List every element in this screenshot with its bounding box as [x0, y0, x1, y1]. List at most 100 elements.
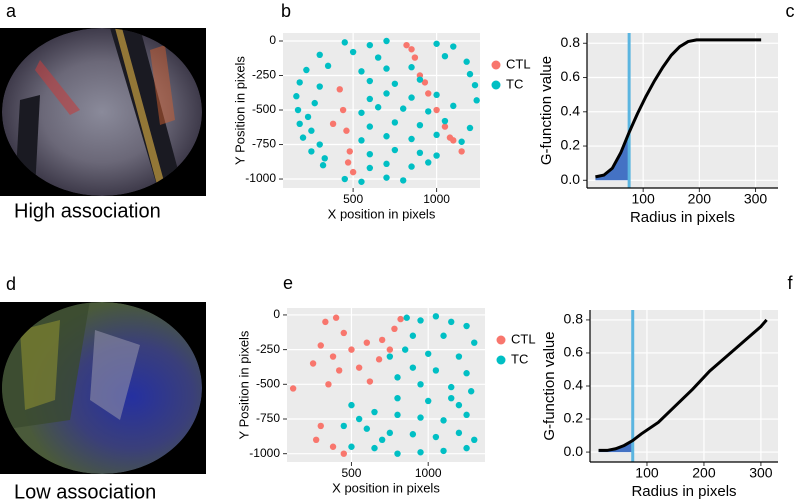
point	[416, 121, 424, 129]
point	[366, 378, 374, 385]
point	[358, 137, 365, 144]
point	[374, 54, 382, 61]
point	[366, 41, 374, 49]
point	[416, 149, 424, 157]
point	[433, 40, 440, 47]
point	[425, 108, 432, 115]
point	[339, 106, 347, 114]
point	[458, 138, 465, 145]
x-tick-label: 1000	[415, 466, 442, 480]
x-tick-label: 500	[341, 466, 361, 480]
point	[400, 177, 407, 184]
y-axis-label: G-function value	[538, 56, 555, 165]
point	[397, 315, 404, 323]
point	[408, 46, 415, 53]
curve	[598, 318, 768, 452]
legend-swatch	[491, 60, 501, 70]
point	[403, 41, 410, 49]
point	[401, 346, 409, 353]
point	[394, 450, 401, 457]
point	[409, 431, 417, 438]
point	[363, 425, 371, 432]
point	[366, 77, 374, 85]
y-tick-label: -250	[252, 68, 276, 82]
x-tick-label: 1000	[423, 192, 450, 206]
point	[358, 68, 365, 75]
y-tick-label: -1000	[245, 171, 276, 185]
micrograph-d	[0, 302, 206, 474]
y-tick-label: 0.0	[564, 443, 584, 459]
legend-label: CTL	[511, 331, 536, 346]
point	[408, 94, 415, 101]
point	[408, 64, 415, 71]
point	[471, 339, 478, 346]
point	[289, 385, 297, 392]
point	[317, 342, 324, 349]
point	[293, 93, 300, 100]
caption: High association	[14, 200, 161, 222]
point	[336, 86, 343, 93]
point	[335, 367, 343, 374]
y-tick-label: 0.4	[564, 377, 584, 393]
point	[466, 70, 474, 78]
point	[433, 152, 440, 159]
point	[366, 164, 374, 172]
point	[355, 364, 363, 371]
point	[383, 160, 390, 168]
point	[391, 80, 399, 87]
point	[421, 79, 429, 86]
x-tick-label: 300	[749, 465, 773, 481]
point	[340, 450, 347, 457]
point	[329, 120, 337, 128]
point	[325, 381, 332, 388]
point	[417, 414, 424, 421]
point	[432, 313, 440, 320]
point	[458, 148, 465, 155]
point	[363, 339, 371, 346]
point	[348, 346, 355, 353]
y-tick-label: -750	[252, 137, 276, 151]
point	[441, 123, 449, 130]
panel-label: a	[6, 1, 17, 21]
point	[371, 408, 378, 416]
point	[317, 422, 324, 430]
point	[303, 66, 310, 74]
point	[446, 134, 454, 141]
point	[463, 411, 470, 419]
y-tick-label: -750	[256, 411, 280, 425]
curve	[595, 38, 762, 179]
point	[378, 336, 386, 344]
point	[329, 353, 337, 360]
point	[416, 76, 424, 83]
legend-label: CTL	[506, 56, 531, 71]
point	[463, 58, 470, 65]
point	[386, 429, 394, 437]
point	[383, 174, 390, 181]
point	[355, 415, 363, 423]
point	[324, 62, 332, 70]
point	[417, 449, 424, 456]
point	[319, 162, 327, 169]
point	[304, 113, 312, 121]
point	[383, 133, 390, 140]
point	[391, 119, 399, 126]
y-axis-label: G-function value	[541, 331, 558, 440]
legend-swatch	[496, 355, 506, 365]
shaded-area	[598, 440, 633, 453]
point	[329, 443, 337, 450]
x-tick-label: 200	[688, 191, 712, 207]
x-tick-label: 100	[635, 465, 659, 481]
point	[341, 175, 348, 183]
point	[409, 332, 417, 339]
point	[340, 422, 347, 430]
y-tick-label: 0.2	[561, 137, 581, 153]
point	[450, 43, 457, 50]
point	[440, 417, 447, 424]
point	[344, 159, 352, 166]
y-axis-label: Y Position in pixels	[232, 56, 247, 165]
micrograph-a	[0, 28, 206, 196]
point	[403, 314, 410, 321]
point	[409, 364, 417, 371]
point	[340, 329, 347, 337]
point	[348, 401, 355, 409]
